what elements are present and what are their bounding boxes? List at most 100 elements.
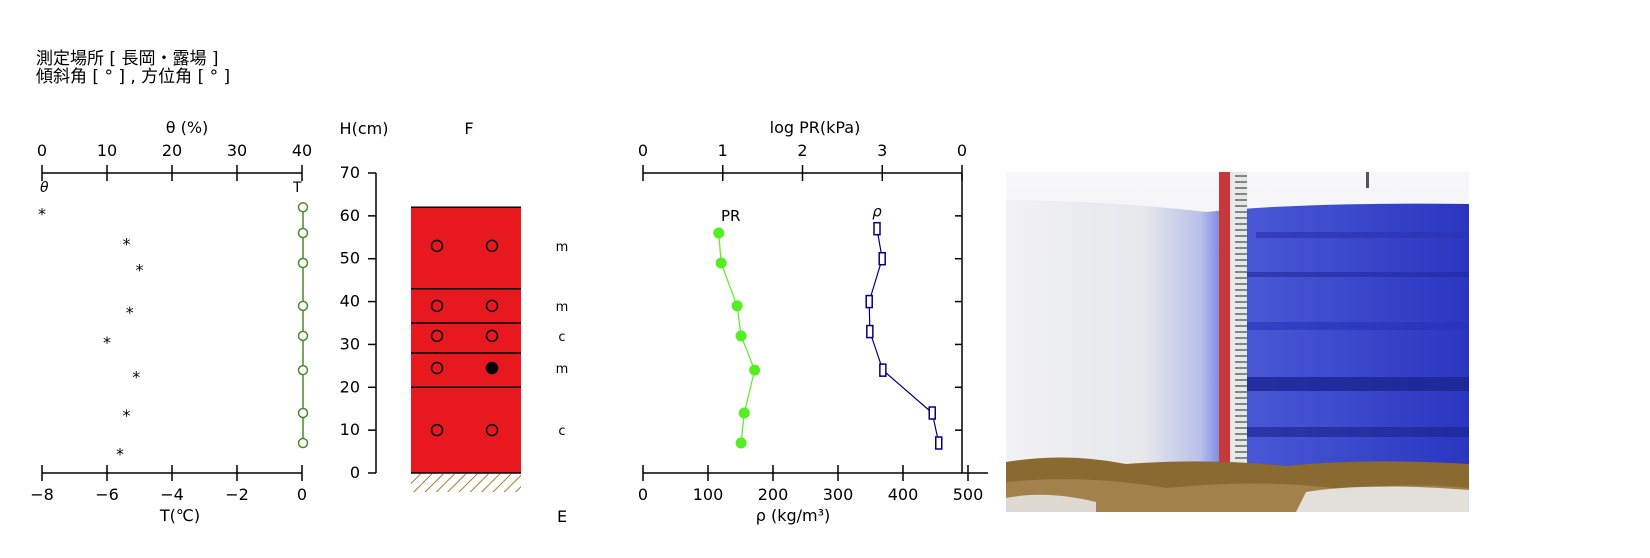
log-pr-axis-title: log PR(kPa)	[770, 118, 861, 137]
theta-tick-label: 0	[37, 141, 47, 160]
temperature-point	[297, 227, 309, 239]
height-tick-label: 50	[340, 249, 360, 268]
pr-point	[715, 257, 727, 269]
theta-temperature-chart: θ (%) 0 10 20 30 40 θ T −8 −6 −4 −2 0 T(℃) * * * * *…	[30, 118, 312, 525]
layer-code: m	[556, 240, 569, 255]
pr-point	[731, 300, 743, 312]
layer-code: c	[558, 424, 565, 439]
grain-circle-left	[430, 239, 444, 253]
density-point	[935, 436, 943, 450]
layer-code: c	[558, 330, 565, 345]
density-point	[879, 363, 887, 377]
log-pr-tick-label: 0	[638, 141, 648, 160]
layer-boundaries	[411, 206, 521, 474]
density-point	[866, 324, 874, 339]
density-tick-label: 500	[953, 485, 984, 504]
density-tick-label: 300	[823, 485, 854, 504]
pr-density-series: PR ρ	[713, 203, 943, 450]
log-pr-axis-ticks: 0 1 2 3 0	[638, 141, 967, 181]
theta-tick-label: 20	[162, 141, 182, 160]
layer-code: m	[556, 300, 569, 315]
theta-axis-ticks: 0 10 20 30 40	[37, 141, 312, 181]
density-point	[878, 251, 886, 266]
site-header: 測定場所 [ 長岡・露場 ] 傾斜角 [ ° ] , 方位角 [ ° ]	[36, 50, 230, 86]
density-point	[865, 294, 873, 309]
pr-point	[713, 227, 725, 239]
grain-circle-right	[485, 239, 499, 253]
temperature-tick-label: −4	[160, 485, 184, 504]
pr-point	[735, 437, 747, 449]
grain-circle-left	[430, 329, 444, 343]
temperature-legend-symbol: T	[292, 180, 302, 196]
temperature-tick-label: −2	[225, 485, 249, 504]
temperature-tick-label: −6	[95, 485, 119, 504]
snow-pit-photo	[1006, 172, 1469, 512]
height-axis-ticks: 0 10 20 30 40 50 60 70	[340, 163, 376, 482]
pr-series-label: PR	[721, 207, 740, 225]
density-axis-title: ρ (kg/m³)	[756, 506, 831, 525]
ground-hatch	[411, 474, 521, 492]
log-pr-tick-label: 1	[718, 141, 728, 160]
f-column-label: F	[464, 119, 473, 138]
pr-point	[738, 407, 750, 419]
log-pr-tick-label: 2	[797, 141, 807, 160]
theta-point: *	[123, 235, 131, 254]
temperature-axis-ticks: −8 −6 −4 −2 0	[30, 465, 307, 504]
grain-circle-right	[485, 423, 499, 437]
grain-markers	[430, 239, 499, 437]
density-axis-ticks: 0 100 200 300 400 500	[638, 465, 983, 504]
density-tick-label: 200	[758, 485, 789, 504]
theta-point: *	[116, 445, 124, 464]
theta-point: *	[123, 406, 131, 425]
height-tick-label: 30	[340, 334, 360, 353]
right-axis-ticks	[955, 215, 962, 431]
temperature-tick-label: 0	[297, 485, 307, 504]
theta-tick-label: 10	[97, 141, 117, 160]
snowpack-column	[411, 207, 521, 474]
grain-circle-left	[430, 299, 444, 313]
theta-tick-label: 40	[292, 141, 312, 160]
theta-tick-label: 30	[227, 141, 247, 160]
temperature-point	[297, 300, 309, 312]
height-tick-label: 60	[340, 206, 360, 225]
grain-circle-right	[485, 361, 499, 375]
theta-point: *	[132, 367, 140, 386]
temperature-point	[297, 202, 309, 213]
theta-temperature-series: * * * * * * * *	[38, 202, 309, 464]
height-axis-title: H(cm)	[340, 119, 389, 138]
theta-axis-title: θ (%)	[166, 118, 209, 137]
temperature-point	[297, 437, 309, 449]
density-tick-label: 100	[693, 485, 724, 504]
temperature-point	[297, 364, 309, 376]
theta-point: *	[38, 205, 46, 224]
density-point	[928, 406, 936, 420]
e-label: E	[557, 507, 567, 526]
height-tick-label: 40	[340, 292, 360, 311]
height-tick-label: 10	[340, 420, 360, 439]
theta-point: *	[103, 333, 111, 352]
temperature-axis-title: T(℃)	[159, 506, 200, 525]
temperature-point	[297, 407, 309, 419]
pr-density-chart: log PR(kPa) 0 1 2 3 0 0 100 200 300 400 500 ρ (kg…	[638, 118, 988, 525]
density-point	[873, 221, 881, 236]
layer-code: m	[556, 362, 569, 377]
grain-circle-right	[485, 329, 499, 343]
slope-azimuth-line: 傾斜角 [ ° ] , 方位角 [ ° ]	[36, 67, 231, 87]
grain-circle-left	[430, 361, 444, 375]
grain-circle-left	[430, 423, 444, 437]
temperature-tick-label: −8	[30, 485, 54, 504]
density-tick-label: 400	[888, 485, 919, 504]
theta-point: *	[126, 303, 134, 322]
temperature-point	[297, 330, 309, 342]
height-tick-label: 70	[340, 163, 360, 182]
theta-legend-symbol: θ	[40, 180, 49, 196]
log-pr-tick-label: 3	[877, 141, 887, 160]
grain-circle-right	[485, 299, 499, 313]
density-tick-label: 0	[638, 485, 648, 504]
density-series-label: ρ	[872, 203, 882, 221]
pr-point	[735, 330, 747, 342]
height-tick-label: 20	[340, 377, 360, 396]
